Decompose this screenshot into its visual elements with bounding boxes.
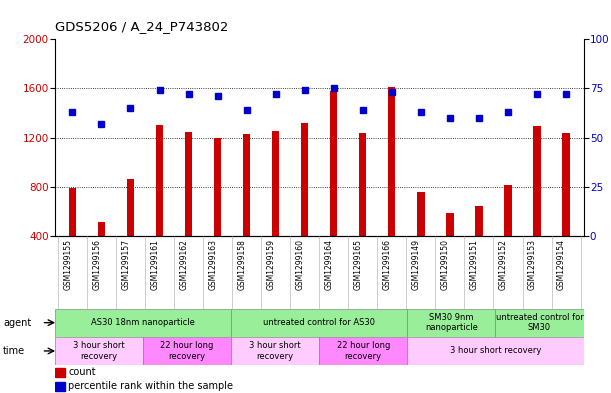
Text: GSM1299158: GSM1299158 <box>238 239 247 290</box>
Text: GSM1299155: GSM1299155 <box>64 239 73 290</box>
Bar <box>272 131 279 285</box>
Text: GSM1299159: GSM1299159 <box>266 239 276 290</box>
Text: GSM1299160: GSM1299160 <box>296 239 305 290</box>
Bar <box>214 138 221 285</box>
Bar <box>55 382 65 391</box>
Text: SM30 9nm
nanoparticle: SM30 9nm nanoparticle <box>425 313 478 332</box>
Text: percentile rank within the sample: percentile rank within the sample <box>68 381 233 391</box>
Text: GSM1299154: GSM1299154 <box>557 239 566 290</box>
Bar <box>127 179 134 285</box>
Bar <box>301 123 309 285</box>
Bar <box>55 309 231 337</box>
Bar <box>330 92 337 285</box>
Bar <box>320 337 408 365</box>
Text: GSM1299150: GSM1299150 <box>441 239 450 290</box>
Bar <box>243 134 251 285</box>
Bar <box>496 309 584 337</box>
Bar <box>388 86 395 285</box>
Text: agent: agent <box>3 318 31 328</box>
Text: 3 hour short
recovery: 3 hour short recovery <box>249 341 301 361</box>
Text: 22 hour long
recovery: 22 hour long recovery <box>161 341 214 361</box>
Text: GSM1299156: GSM1299156 <box>92 239 101 290</box>
Text: untreated control for AS30: untreated control for AS30 <box>263 318 375 327</box>
Text: GSM1299153: GSM1299153 <box>528 239 537 290</box>
Text: AS30 18nm nanoparticle: AS30 18nm nanoparticle <box>91 318 195 327</box>
Bar <box>143 337 231 365</box>
Text: 3 hour short recovery: 3 hour short recovery <box>450 347 541 355</box>
Text: GSM1299161: GSM1299161 <box>150 239 159 290</box>
Text: untreated control for
SM30: untreated control for SM30 <box>496 313 584 332</box>
Bar <box>231 337 319 365</box>
Text: GSM1299166: GSM1299166 <box>383 239 392 290</box>
Bar <box>69 188 76 285</box>
Text: count: count <box>68 367 96 377</box>
Text: GSM1299157: GSM1299157 <box>122 239 131 290</box>
Bar <box>185 132 192 285</box>
Text: GSM1299163: GSM1299163 <box>208 239 218 290</box>
Text: GSM1299149: GSM1299149 <box>412 239 421 290</box>
Bar <box>563 132 569 285</box>
Bar <box>533 127 541 285</box>
Text: GSM1299152: GSM1299152 <box>499 239 508 290</box>
Bar <box>359 132 367 285</box>
Bar <box>446 213 453 285</box>
Bar <box>408 337 584 365</box>
Text: GSM1299151: GSM1299151 <box>470 239 479 290</box>
Text: 22 hour long
recovery: 22 hour long recovery <box>337 341 390 361</box>
Bar <box>417 192 425 285</box>
Bar <box>156 125 163 285</box>
Bar <box>475 206 483 285</box>
Text: GSM1299165: GSM1299165 <box>354 239 363 290</box>
Bar <box>55 337 143 365</box>
Text: 3 hour short
recovery: 3 hour short recovery <box>73 341 125 361</box>
Text: time: time <box>3 346 25 356</box>
Bar <box>408 309 496 337</box>
Text: GSM1299164: GSM1299164 <box>325 239 334 290</box>
Bar <box>504 185 511 285</box>
Text: GDS5206 / A_24_P743802: GDS5206 / A_24_P743802 <box>55 20 229 33</box>
Text: GSM1299162: GSM1299162 <box>180 239 189 290</box>
Bar <box>231 309 408 337</box>
Bar <box>55 368 65 377</box>
Bar <box>98 222 105 285</box>
